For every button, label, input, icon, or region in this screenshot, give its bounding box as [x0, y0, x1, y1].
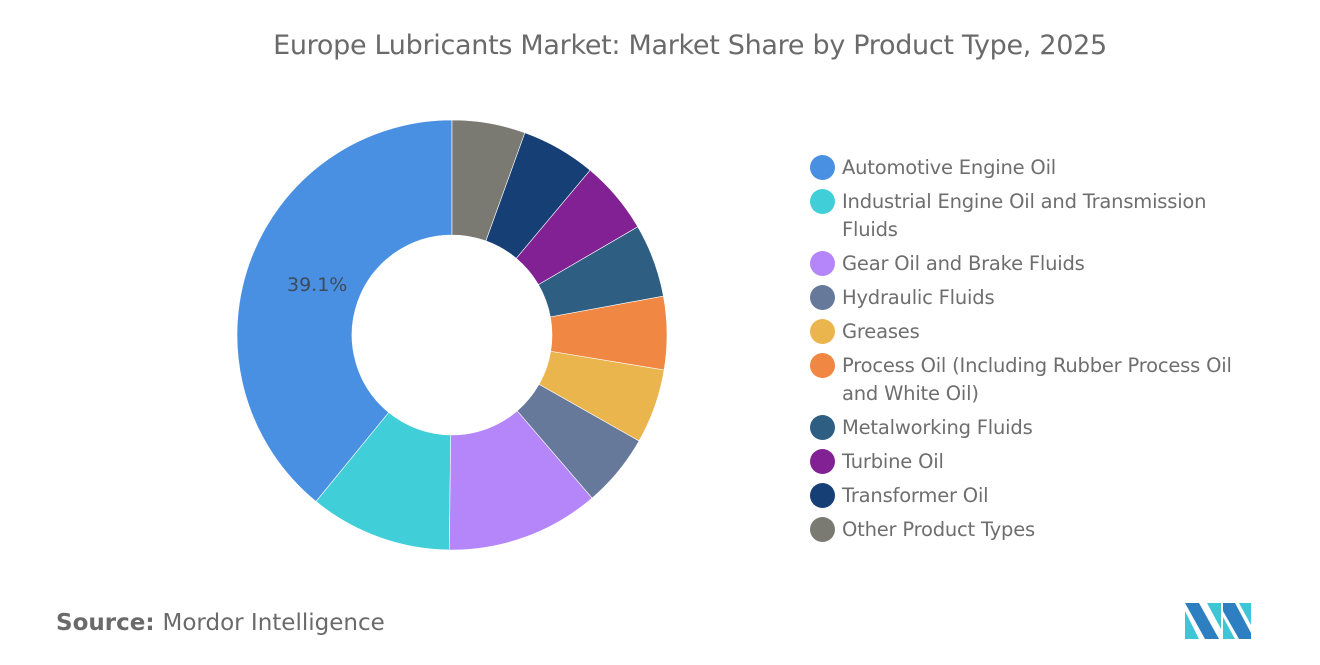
legend-dot-icon [810, 449, 835, 474]
legend-item-process-oil[interactable]: Process Oil (Including Rubber Process Oi… [810, 352, 1280, 408]
legend-label: Automotive Engine Oil [842, 156, 1057, 179]
legend-dot-icon [810, 285, 835, 310]
legend-dot-icon [810, 517, 835, 542]
mordor-intelligence-logo-icon [1185, 603, 1251, 639]
legend-dot-icon [810, 319, 835, 344]
donut-slice-greases[interactable] [538, 350, 665, 442]
donut-slice-hydraulic-fluids[interactable] [516, 383, 640, 499]
legend-item-hydraulic-fluids[interactable]: Hydraulic Fluids [810, 284, 1280, 312]
source-note: Source: Mordor Intelligence [56, 610, 385, 636]
donut-slice-other-product-types[interactable] [451, 119, 526, 242]
donut-slice-turbine-oil[interactable] [515, 169, 639, 286]
legend-label: Other Product Types [842, 518, 1035, 541]
donut-slice-transformer-oil[interactable] [485, 132, 591, 259]
legend-item-gear-oil[interactable]: Gear Oil and Brake Fluids [810, 250, 1280, 278]
donut-slice-gear-oil-and-brake-fluids[interactable] [448, 410, 593, 551]
legend-dot-icon [810, 353, 835, 378]
source-value: Mordor Intelligence [162, 610, 385, 636]
legend-label: Greases [842, 320, 920, 343]
legend-item-transformer-oil[interactable]: Transformer Oil [810, 482, 1280, 510]
legend-dot-icon [810, 483, 835, 508]
legend-item-metalworking-fluids[interactable]: Metalworking Fluids [810, 414, 1280, 442]
donut-slice-metalworking-fluids[interactable] [537, 226, 664, 318]
donut-slice-process-oil-including-rubber-process-oil-and-white-oil[interactable] [549, 295, 668, 371]
legend-item-greases[interactable]: Greases [810, 318, 1280, 346]
legend-dot-icon [810, 251, 835, 276]
legend-item-automotive-engine-oil[interactable]: Automotive Engine Oil [810, 154, 1280, 182]
legend-label: Gear Oil and Brake Fluids [842, 252, 1085, 275]
donut-slice-industrial-engine-oil-and-transmission-fluids[interactable] [315, 412, 452, 551]
legend-item-other-product-types[interactable]: Other Product Types [810, 516, 1280, 544]
legend-label: Industrial Engine Oil and Transmission F… [842, 190, 1207, 241]
legend-label: Transformer Oil [842, 484, 989, 507]
legend-label: Process Oil (Including Rubber Process Oi… [842, 354, 1232, 405]
legend-item-industrial-engine-oil[interactable]: Industrial Engine Oil and Transmission F… [810, 188, 1280, 244]
automotive-share-label: 39.1% [287, 274, 348, 296]
chart-title: Europe Lubricants Market: Market Share b… [273, 30, 1107, 61]
legend-dot-icon [810, 189, 835, 214]
legend-dot-icon [810, 155, 835, 180]
legend-label: Hydraulic Fluids [842, 286, 995, 309]
legend-item-turbine-oil[interactable]: Turbine Oil [810, 448, 1280, 476]
donut-slice-automotive-engine-oil[interactable] [236, 119, 453, 502]
legend-dot-icon [810, 415, 835, 440]
legend: Automotive Engine Oil Industrial Engine … [810, 154, 1280, 550]
legend-label: Metalworking Fluids [842, 416, 1033, 439]
donut-slices [236, 119, 668, 551]
legend-label: Turbine Oil [842, 450, 944, 473]
source-key: Source: [56, 610, 155, 636]
